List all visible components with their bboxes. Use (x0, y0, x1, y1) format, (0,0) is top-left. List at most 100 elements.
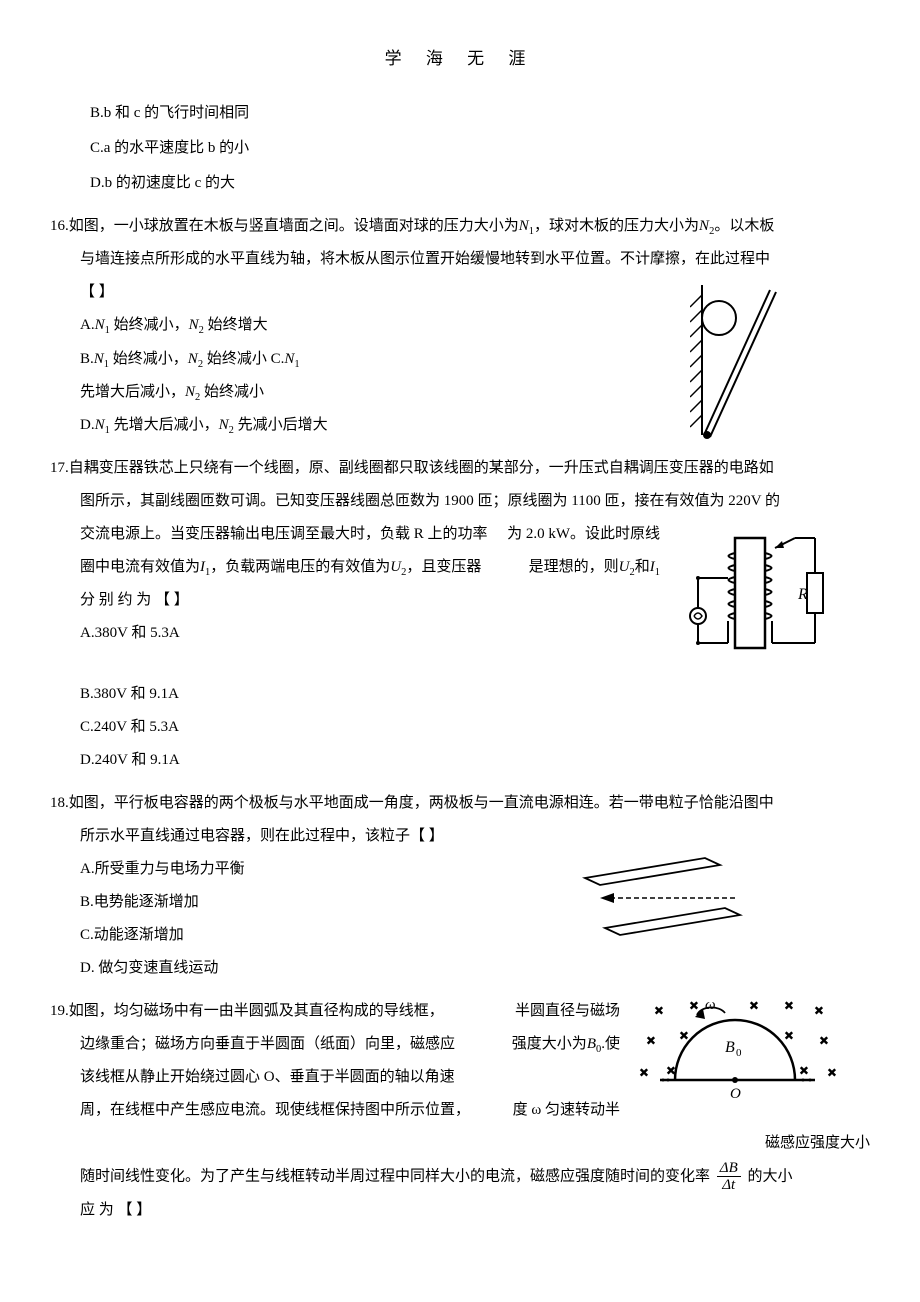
q16-d-n2: N (219, 417, 229, 433)
svg-text:×: × (815, 1004, 823, 1019)
q16-n1: N (519, 218, 529, 234)
q19-line6: 应 为 【 】 (80, 1194, 870, 1227)
q15-option-b: B.b 和 c 的飞行时间相同 (90, 97, 870, 130)
q16-a-n2: N (189, 317, 199, 333)
svg-text:×: × (647, 1034, 655, 1049)
q17-text1: 自耦变压器铁芯上只绕有一个线圈，原、副线圈都只取该线圈的某部分，一升压式自耦调压… (69, 460, 774, 476)
q18-line1: 18.如图，平行板电容器的两个极板与水平地面成一角度，两极板与一直流电源相连。若… (80, 787, 870, 820)
q19-t4a: 周，在线框中产生感应电流。现使线框保持图中所示位置， (80, 1102, 470, 1118)
q19-t5a: 随时间线性变化。为了产生与线框转动半周过程中同样大小的电流，磁感应强度随时间的变… (80, 1168, 710, 1184)
q16-b-mid2: 始终减小 C. (203, 351, 284, 367)
q19-t3b: 度 ω 匀速转动半 (513, 1094, 620, 1127)
svg-text:×: × (640, 1066, 648, 1081)
q15-option-c: C.a 的水平速度比 b 的小 (90, 132, 870, 165)
q16-c-n1: N (284, 351, 294, 367)
q19-t4b: 磁感应强度大小 (765, 1127, 870, 1160)
question-18: 18.如图，平行板电容器的两个极板与水平地面成一角度，两极板与一直流电源相连。若… (50, 787, 870, 985)
q17-u2: U (390, 559, 401, 575)
q19-figure: ×× ××× ×× ×× ×× ×× O B 0 ω (635, 995, 840, 1115)
q18-option-c: C.动能逐渐增加 (80, 919, 870, 952)
q16-c-n2: N (185, 384, 195, 400)
q17-option-d: D.240V 和 9.1A (80, 744, 870, 777)
q16-b-n2: N (188, 351, 198, 367)
q19-line5: 随时间线性变化。为了产生与线框转动半周过程中同样大小的电流，磁感应强度随时间的变… (80, 1160, 870, 1194)
q17-figure: R (680, 523, 840, 673)
q16-a-pre: A. (80, 317, 95, 333)
question-17: 17.自耦变压器铁芯上只绕有一个线圈，原、副线圈都只取该线圈的某部分，一升压式自… (50, 452, 870, 777)
svg-text:×: × (680, 1029, 688, 1044)
q19-b0s: 0 (596, 1044, 601, 1055)
q19-t1b: 半圆直径与磁场 (545, 995, 620, 1028)
svg-text:×: × (785, 999, 793, 1014)
q18-number: 18. (50, 795, 69, 811)
q15-optD-text: D.b 的初速度比 c 的大 (90, 175, 235, 191)
q17-option-c: C.240V 和 5.3A (80, 711, 870, 744)
q17-u2b: U (619, 559, 630, 575)
q18-option-d: D. 做匀变速直线运动 (80, 952, 870, 985)
svg-text:×: × (750, 999, 758, 1014)
q19-b0: B (587, 1036, 596, 1052)
q17-option-b: B.380V 和 9.1A (80, 678, 870, 711)
q16-stem-line1: 16.如图，一小球放置在木板与竖直墙面之间。设墙面对球的压力大小为N1，球对木板… (80, 210, 870, 243)
q19-t5b: 的大小 (747, 1168, 792, 1184)
svg-text:×: × (667, 1064, 675, 1079)
q16-a-end: 始终增大 (204, 317, 268, 333)
page-header: 学 海 无 涯 (50, 40, 870, 77)
q17-t3a: 交流电源上。当变压器输出电压调至最大时，负载 R 上的功率 (80, 526, 488, 542)
q17-i1bs: 1 (655, 567, 660, 578)
q19-fraction: ΔB Δt (717, 1160, 741, 1194)
q17-t4a: 圈中电流有效值为 (80, 559, 200, 575)
q16-n2: N (699, 218, 709, 234)
svg-text:×: × (828, 1066, 836, 1081)
q16-figure (690, 285, 790, 440)
q16-number: 16. (50, 218, 69, 234)
svg-text:×: × (820, 1034, 828, 1049)
q18-figure (550, 853, 750, 943)
question-16: 16.如图，一小球放置在木板与竖直墙面之间。设墙面对球的压力大小为N1，球对木板… (50, 210, 870, 441)
q17-line1: 17.自耦变压器铁芯上只绕有一个线圈，原、副线圈都只取该线圈的某部分，一升压式自… (80, 452, 870, 485)
q17-line2: 图所示，其副线圈匝数可调。已知变压器线圈总匝数为 1900 匝；原线圈为 110… (80, 485, 870, 518)
svg-text:×: × (690, 999, 698, 1014)
q17-t4d: 是理想的，则 (529, 559, 619, 575)
q19-o-label: O (730, 1086, 741, 1102)
q17-t4b: ，负载两端电压的有效值为 (210, 559, 390, 575)
q15-optC-text: C.a 的水平速度比 b 的小 (90, 140, 249, 156)
q19-b0-sub: 0 (736, 1047, 742, 1059)
q19-t1a: 如图，均匀磁场中有一由半圆弧及其直径构成的导线框， (69, 1003, 444, 1019)
q16-a-mid: 始终减小， (110, 317, 189, 333)
q16-d-pre: D. (80, 417, 95, 433)
q19-number: 19. (50, 1003, 69, 1019)
q15-option-d: D.b 的初速度比 c 的大 (90, 167, 870, 200)
question-19: ×× ××× ×× ×× ×× ×× O B 0 ω 19.如图，均匀磁场中有一… (50, 995, 870, 1227)
q16-b-pre: B. (80, 351, 94, 367)
q16-stem-line2: 与墙连接点所形成的水平直线为轴，将木板从图示位置开始缓慢地转到水平位置。不计摩擦… (80, 243, 870, 276)
q19-t2b: 强度大小为 (512, 1036, 587, 1052)
q16-a-n1: N (95, 317, 105, 333)
q16-text1: 如图，一小球放置在木板与竖直墙面之间。设墙面对球的压力大小为 (69, 218, 519, 234)
q19-frac-num: ΔB (717, 1160, 741, 1178)
q17-t4c: ，且变压器 (406, 559, 481, 575)
q16-d-n1: N (95, 417, 105, 433)
svg-text:×: × (655, 1004, 663, 1019)
q18-option-a: A.所受重力与电场力平衡 (80, 853, 870, 886)
q18-option-b: B.电势能逐渐增加 (80, 886, 870, 919)
q16-d-mid: 先增大后减小， (110, 417, 219, 433)
q16-c-s1: 1 (294, 359, 299, 370)
q16-d-end: 先减小后增大 (234, 417, 328, 433)
q17-t4e: 和 (635, 559, 650, 575)
q17-t3b: 为 2.0 kW。设此时原线 (507, 518, 660, 551)
svg-text:×: × (800, 1064, 808, 1079)
q17-number: 17. (50, 460, 69, 476)
svg-text:×: × (785, 1029, 793, 1044)
q19-b0-label: B (725, 1039, 735, 1056)
q18-text1: 如图，平行板电容器的两个极板与水平地面成一角度，两极板与一直流电源相连。若一带电… (69, 795, 774, 811)
q19-t2c: 使 (605, 1036, 620, 1052)
q19-omega-label: ω (705, 997, 716, 1013)
q16-c-line2: 先增大后减小， (80, 384, 185, 400)
q19-t3a: 该线框从静止开始绕过圆心 O、垂直于半圆面的轴以角速 (80, 1069, 455, 1085)
q15-optB-text: B.b 和 c 的飞行时间相同 (90, 105, 249, 121)
q19-t2a: 边缘重合；磁场方向垂直于半圆面（纸面）向里，磁感应 (80, 1036, 455, 1052)
q17-r-label: R (797, 586, 808, 603)
q16-text3: 。以木板 (714, 218, 774, 234)
q16-text2: ，球对木板的压力大小为 (534, 218, 699, 234)
